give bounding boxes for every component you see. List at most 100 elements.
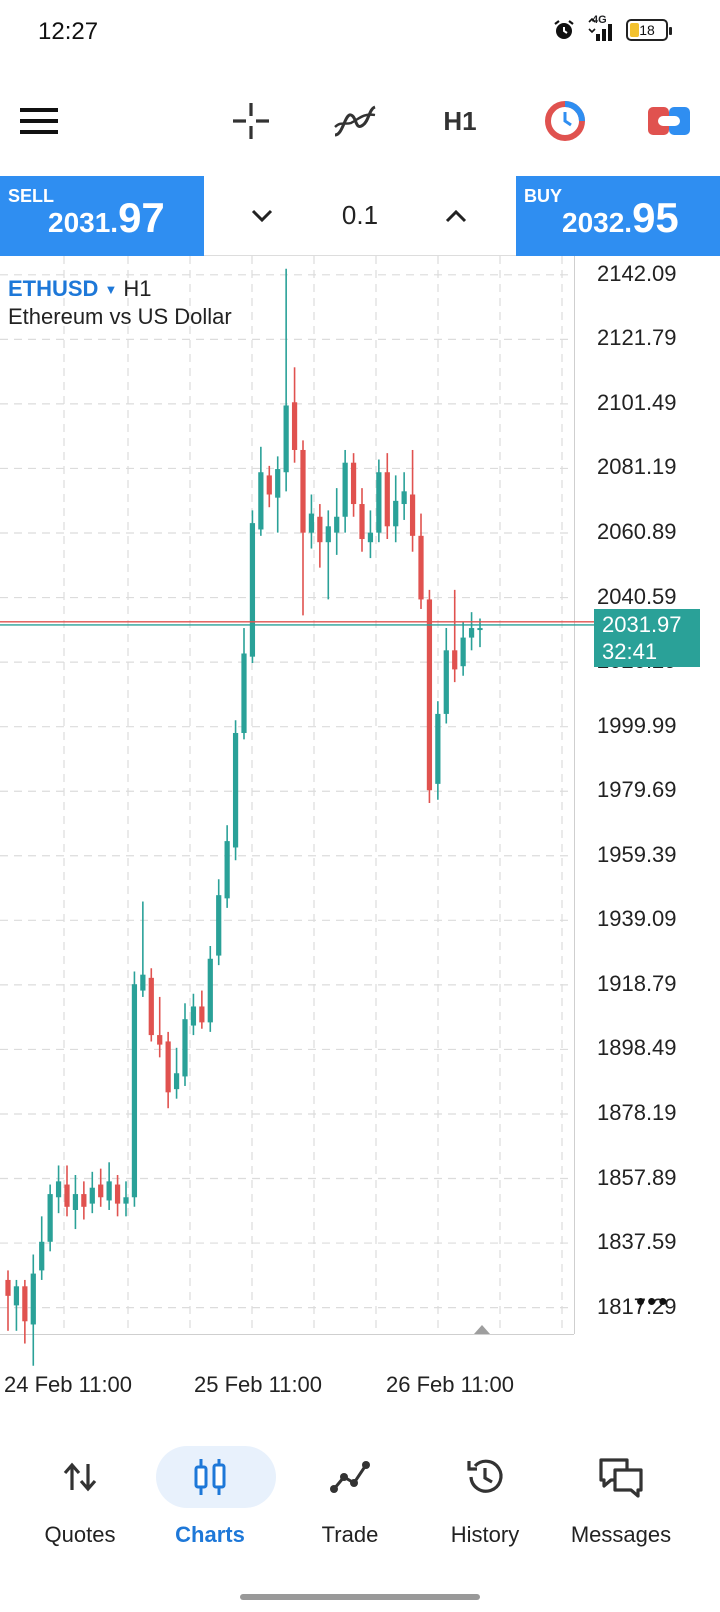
sell-price: 2031.97 [48, 194, 165, 242]
nav-messages[interactable]: Messages [551, 1430, 691, 1570]
candle-body [81, 1194, 87, 1207]
chart-area[interactable]: ETHUSD ▼ H1 Ethereum vs US Dollar 2142.0… [0, 256, 720, 1397]
time-axis-label: 24 Feb 11:00 [4, 1372, 133, 1397]
nav-history-label: History [450, 1522, 520, 1547]
home-indicator [240, 1594, 480, 1600]
candle-body [275, 469, 281, 498]
buy-price: 2032.95 [562, 194, 679, 242]
time-axis-label: 25 Feb 11:00 [194, 1372, 323, 1397]
candle-body [426, 599, 433, 791]
candle-body [283, 405, 289, 473]
more-options-button[interactable]: ••• [636, 1286, 670, 1316]
nav-charts-label: Charts [175, 1522, 245, 1547]
nav-quotes-label: Quotes [44, 1522, 116, 1547]
price-axis-label: 1979.69 [597, 777, 677, 803]
menu-icon [20, 108, 58, 134]
candle-body [47, 1194, 53, 1242]
candle-body [207, 958, 213, 1023]
candle-body [114, 1184, 121, 1204]
candle-body [325, 526, 331, 543]
candle-body [165, 1041, 171, 1093]
price-axis-label: 1959.39 [597, 841, 677, 867]
sell-price-main: 2031. [48, 207, 119, 238]
candle-body [384, 472, 390, 527]
candle-body [13, 1286, 20, 1306]
price-axis-label: 1857.89 [597, 1164, 677, 1190]
price-axis-label: 2060.89 [597, 519, 677, 544]
indicators-icon [334, 105, 376, 137]
status-bar: 12:27 4G 18 [0, 0, 720, 64]
buy-price-big: 95 [632, 194, 679, 241]
price-axis-label: 1898.49 [597, 1035, 677, 1061]
price-axis-label: 2081.19 [597, 454, 677, 480]
candle-body [224, 841, 230, 899]
quotes-icon [10, 1454, 150, 1500]
bid-price-tag: 2031.97 32:41 [594, 608, 700, 667]
menu-button[interactable] [14, 78, 64, 164]
trade-toggle-button[interactable] [644, 78, 694, 164]
candle-body [367, 532, 374, 543]
indicators-button[interactable] [330, 78, 380, 164]
symbol-name[interactable]: ETHUSD [8, 276, 99, 301]
price-axis-label: 2101.49 [597, 389, 677, 415]
candle-body [418, 535, 424, 600]
sell-button[interactable]: SELL 2031.97 [0, 176, 204, 256]
timeframe-button[interactable]: H1 [430, 78, 490, 164]
candle-body [173, 1073, 180, 1090]
lot-increase-button[interactable] [438, 198, 474, 234]
candle-body [308, 513, 315, 533]
one-click-trading-button[interactable] [540, 78, 590, 164]
nav-history[interactable]: History [415, 1430, 555, 1570]
buy-label: BUY [524, 186, 563, 206]
price-axis-label: 1999.99 [597, 712, 677, 738]
bid-tag-timer: 32:41 [602, 638, 658, 664]
candle-body [477, 628, 483, 631]
candle-body [72, 1194, 79, 1210]
price-axis-label: 1939.09 [597, 906, 677, 932]
candle-body [190, 1006, 197, 1026]
bid-tag-price: 2031.97 [602, 611, 682, 637]
sell-label: SELL [8, 186, 55, 206]
buy-sell-toggle-icon [648, 107, 690, 135]
crosshair-icon [233, 103, 269, 139]
symbol-dropdown-icon[interactable]: ▼ [104, 281, 118, 297]
lot-value[interactable]: 0.1 [341, 200, 379, 230]
bottom-navigation: Quotes Charts Trade [0, 1430, 720, 1570]
candle-body [64, 1184, 70, 1207]
symbol-header[interactable]: ETHUSD ▼ H1 [8, 276, 151, 302]
network-type: 4G [592, 14, 607, 26]
chart-toolbar: H1 [0, 78, 720, 164]
candle-body [157, 1035, 163, 1045]
timeframe-label: H1 [443, 105, 477, 136]
candle-body [241, 653, 247, 733]
trade-bar: SELL 2031.97 0.1 BUY 2032.95 [0, 176, 720, 256]
nav-trade-label: Trade [321, 1522, 379, 1547]
alarm-icon [554, 20, 574, 39]
trade-icon [280, 1454, 420, 1500]
candle-body [39, 1241, 45, 1271]
candle-body [342, 462, 348, 517]
candle-body [291, 402, 298, 450]
symbol-description: Ethereum vs US Dollar [8, 304, 232, 329]
candle-body [131, 984, 138, 1198]
candle-body [106, 1181, 112, 1201]
candle-body [5, 1279, 11, 1296]
nav-charts[interactable]: Charts [140, 1430, 280, 1570]
nav-trade[interactable]: Trade [280, 1430, 420, 1570]
sell-price-big: 97 [118, 194, 165, 241]
candle-body [435, 713, 441, 784]
lot-decrease-button[interactable] [244, 198, 280, 234]
chevron-up-icon [445, 209, 467, 223]
candlestick-chart[interactable] [0, 256, 720, 1386]
battery-level: 18 [639, 22, 655, 38]
candle-body [409, 494, 416, 536]
price-axis-label: 1878.19 [597, 1099, 677, 1125]
crosshair-button[interactable] [226, 78, 276, 164]
chart-shift-marker [474, 1325, 490, 1334]
buy-button[interactable]: BUY 2032.95 [516, 176, 720, 256]
symbol-timeframe: H1 [123, 276, 152, 301]
candle-body [443, 650, 449, 714]
nav-quotes[interactable]: Quotes [10, 1430, 150, 1570]
price-axis-label: 1918.79 [597, 970, 677, 996]
charts-icon [140, 1454, 280, 1500]
